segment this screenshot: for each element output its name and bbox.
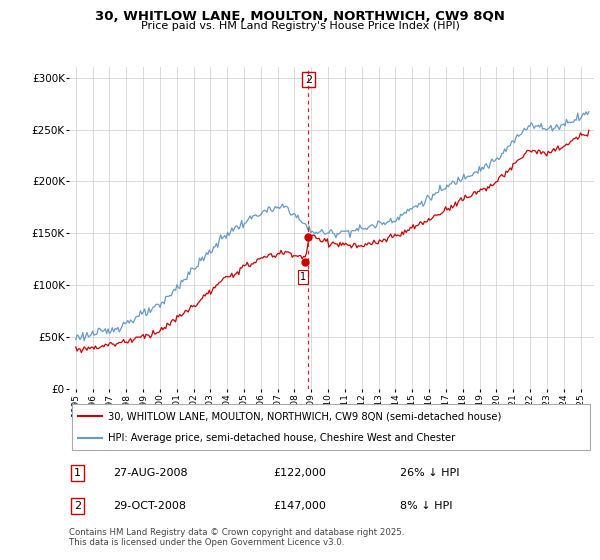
Text: £147,000: £147,000 xyxy=(274,501,326,511)
Text: 8% ↓ HPI: 8% ↓ HPI xyxy=(400,501,452,511)
Text: 1: 1 xyxy=(74,468,81,478)
Text: 30, WHITLOW LANE, MOULTON, NORTHWICH, CW9 8QN (semi-detached house): 30, WHITLOW LANE, MOULTON, NORTHWICH, CW… xyxy=(109,411,502,421)
Text: Contains HM Land Registry data © Crown copyright and database right 2025.
This d: Contains HM Land Registry data © Crown c… xyxy=(69,528,404,547)
Text: 27-AUG-2008: 27-AUG-2008 xyxy=(113,468,188,478)
Text: HPI: Average price, semi-detached house, Cheshire West and Chester: HPI: Average price, semi-detached house,… xyxy=(109,433,455,443)
FancyBboxPatch shape xyxy=(71,404,590,450)
Text: 30, WHITLOW LANE, MOULTON, NORTHWICH, CW9 8QN: 30, WHITLOW LANE, MOULTON, NORTHWICH, CW… xyxy=(95,10,505,22)
Text: Price paid vs. HM Land Registry's House Price Index (HPI): Price paid vs. HM Land Registry's House … xyxy=(140,21,460,31)
Text: 26% ↓ HPI: 26% ↓ HPI xyxy=(400,468,459,478)
Text: 1: 1 xyxy=(300,272,306,282)
Text: 2: 2 xyxy=(74,501,82,511)
Text: £122,000: £122,000 xyxy=(274,468,326,478)
Text: 29-OCT-2008: 29-OCT-2008 xyxy=(113,501,187,511)
Text: 2: 2 xyxy=(305,74,312,85)
